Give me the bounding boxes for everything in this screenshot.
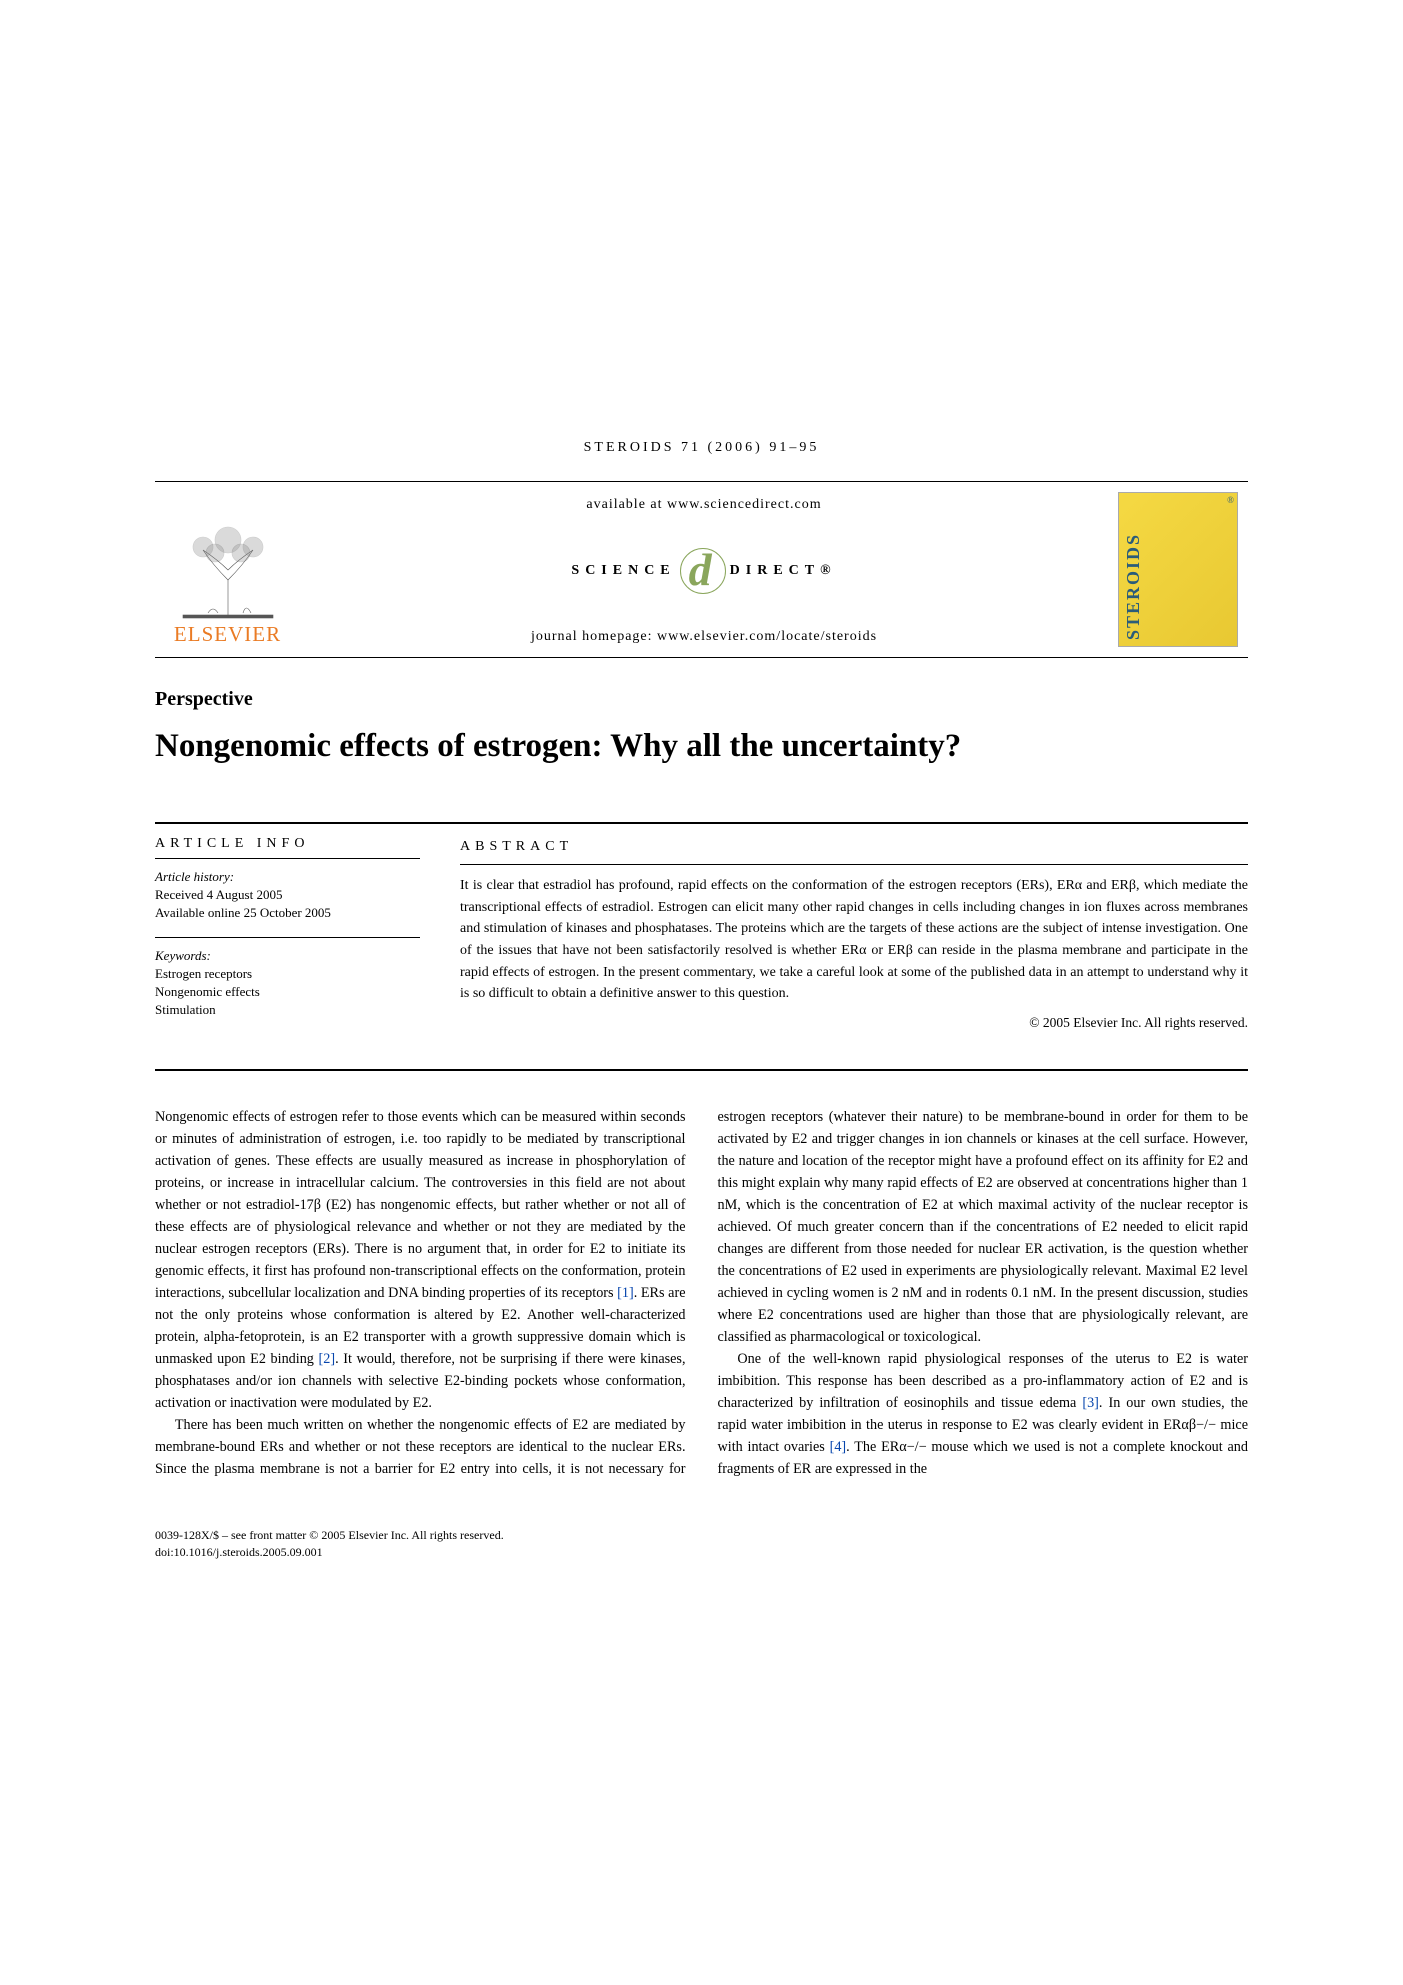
- journal-header: ELSEVIER available at www.sciencedirect.…: [155, 482, 1248, 658]
- divider: [155, 822, 1248, 824]
- divider: [460, 864, 1248, 865]
- citation-link[interactable]: [1]: [617, 1285, 634, 1301]
- divider: [155, 858, 420, 859]
- article-type: Perspective: [155, 688, 1248, 711]
- abstract-heading: ABSTRACT: [460, 836, 1248, 858]
- received-date: Received 4 August 2005: [155, 887, 420, 903]
- journal-homepage-line: journal homepage: www.elsevier.com/locat…: [300, 629, 1108, 645]
- paragraph: Nongenomic effects of estrogen refer to …: [155, 1106, 686, 1414]
- citation-link[interactable]: [2]: [319, 1351, 336, 1367]
- sciencedirect-logo: SCIENCE d DIRECT®: [571, 548, 836, 594]
- footer-copyright: 0039-128X/$ – see front matter © 2005 El…: [155, 1528, 1248, 1543]
- elsevier-tree-icon: [173, 525, 283, 620]
- cover-title: STEROIDS: [1123, 533, 1144, 640]
- body-text: Nongenomic effects of estrogen refer to …: [155, 1106, 1248, 1480]
- abstract-text: It is clear that estradiol has profound,…: [460, 875, 1248, 1005]
- sd-right-text: DIRECT®: [730, 563, 837, 579]
- footer: 0039-128X/$ – see front matter © 2005 El…: [155, 1520, 1248, 1560]
- keywords-label: Keywords:: [155, 937, 420, 964]
- running-head: STEROIDS 71 (2006) 91–95: [155, 440, 1248, 456]
- sd-left-text: SCIENCE: [571, 563, 675, 579]
- keyword: Nongenomic effects: [155, 984, 420, 1000]
- article-info-block: ARTICLE INFO Article history: Received 4…: [155, 836, 420, 1034]
- divider: [155, 1069, 1248, 1071]
- elsevier-wordmark: ELSEVIER: [174, 622, 281, 647]
- keyword: Estrogen receptors: [155, 966, 420, 982]
- publisher-logo-block: ELSEVIER: [155, 482, 300, 657]
- citation-link[interactable]: [3]: [1082, 1395, 1099, 1411]
- sd-d-icon: d: [680, 548, 726, 594]
- paragraph: One of the well-known rapid physiologica…: [718, 1348, 1249, 1480]
- footer-doi: doi:10.1016/j.steroids.2005.09.001: [155, 1545, 1248, 1560]
- abstract-copyright: © 2005 Elsevier Inc. All rights reserved…: [460, 1013, 1248, 1034]
- journal-cover-image: ® STEROIDS: [1118, 492, 1238, 647]
- online-date: Available online 25 October 2005: [155, 905, 420, 921]
- article-title: Nongenomic effects of estrogen: Why all …: [155, 726, 1248, 767]
- history-label: Article history:: [155, 869, 420, 885]
- abstract-block: ABSTRACT It is clear that estradiol has …: [460, 836, 1248, 1034]
- available-at-line: available at www.sciencedirect.com: [300, 497, 1108, 513]
- journal-cover-block: ® STEROIDS: [1108, 482, 1248, 657]
- article-info-heading: ARTICLE INFO: [155, 836, 420, 852]
- citation-link[interactable]: [4]: [830, 1439, 847, 1455]
- registered-mark: ®: [1227, 495, 1234, 505]
- keyword: Stimulation: [155, 1002, 420, 1018]
